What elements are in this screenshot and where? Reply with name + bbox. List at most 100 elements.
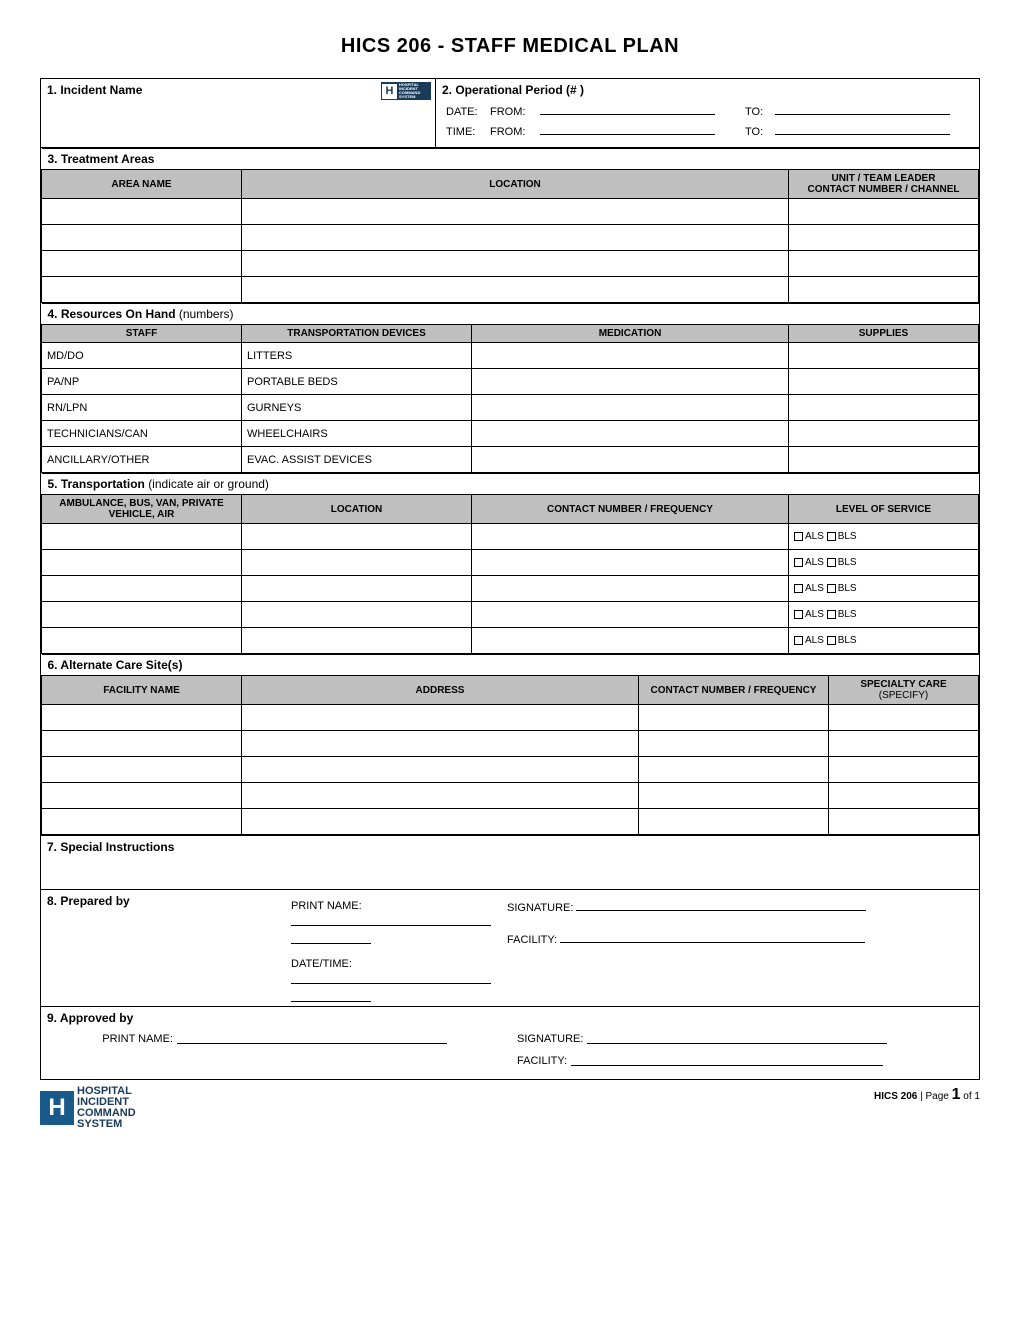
print-name-input[interactable] <box>291 914 491 926</box>
page-footer: H HOSPITAL INCIDENT COMMAND SYSTEM HICS … <box>40 1086 980 1130</box>
table-cell[interactable] <box>639 757 829 783</box>
table-cell[interactable] <box>242 628 472 654</box>
table-cell[interactable] <box>472 343 789 369</box>
als-checkbox[interactable] <box>794 532 803 541</box>
s3-h3: UNIT / TEAM LEADERCONTACT NUMBER / CHANN… <box>789 170 979 199</box>
table-cell[interactable] <box>789 447 979 473</box>
table-cell[interactable] <box>42 809 242 835</box>
table-cell[interactable] <box>639 809 829 835</box>
table-cell[interactable] <box>789 343 979 369</box>
trans-cell: GURNEYS <box>242 395 472 421</box>
table-cell[interactable] <box>242 757 639 783</box>
time-to-input[interactable] <box>775 123 950 135</box>
table-cell[interactable] <box>242 550 472 576</box>
table-cell[interactable] <box>42 550 242 576</box>
bls-checkbox[interactable] <box>827 610 836 619</box>
table-cell[interactable] <box>42 576 242 602</box>
date-from-input[interactable] <box>540 103 715 115</box>
table-cell[interactable] <box>829 809 979 835</box>
print-name-input-2[interactable] <box>291 932 371 944</box>
s2-label: 2. Operational Period (# ) <box>436 79 979 101</box>
table-cell[interactable] <box>789 369 979 395</box>
incident-name-cell[interactable]: 1. Incident Name H HOSPITALINCIDENTCOMMA… <box>41 79 436 147</box>
table-cell[interactable] <box>472 421 789 447</box>
approved-facility-input[interactable] <box>571 1055 883 1066</box>
als-checkbox[interactable] <box>794 636 803 645</box>
table-cell[interactable] <box>639 705 829 731</box>
section-3-table: 3. Treatment Areas AREA NAME LOCATION UN… <box>41 148 979 303</box>
table-cell[interactable] <box>472 447 789 473</box>
table-cell[interactable] <box>789 251 979 277</box>
table-cell[interactable] <box>829 783 979 809</box>
als-checkbox[interactable] <box>794 558 803 567</box>
table-cell[interactable] <box>242 602 472 628</box>
facility-input[interactable] <box>560 932 865 943</box>
form-container: 1. Incident Name H HOSPITALINCIDENTCOMMA… <box>40 78 980 1080</box>
table-cell[interactable] <box>42 705 242 731</box>
table-cell[interactable] <box>829 705 979 731</box>
table-cell[interactable] <box>242 731 639 757</box>
s4-h4: SUPPLIES <box>789 325 979 343</box>
table-cell[interactable] <box>789 395 979 421</box>
table-cell[interactable] <box>472 369 789 395</box>
table-cell[interactable] <box>42 757 242 783</box>
bls-checkbox[interactable] <box>827 558 836 567</box>
page-title: HICS 206 - STAFF MEDICAL PLAN <box>40 35 980 58</box>
datetime-input[interactable] <box>291 972 491 984</box>
table-cell[interactable] <box>42 277 242 303</box>
table-cell[interactable] <box>242 783 639 809</box>
table-cell[interactable] <box>42 602 242 628</box>
table-cell[interactable] <box>789 421 979 447</box>
table-cell[interactable] <box>829 731 979 757</box>
table-cell[interactable] <box>242 809 639 835</box>
facility-label: FACILITY: <box>507 934 557 946</box>
table-cell[interactable] <box>472 602 789 628</box>
approved-signature-input[interactable] <box>587 1033 887 1044</box>
table-cell[interactable] <box>639 731 829 757</box>
special-instructions[interactable]: 7. Special Instructions <box>41 835 979 890</box>
table-cell[interactable] <box>42 524 242 550</box>
prepared-by-right: SIGNATURE: FACILITY: <box>497 890 979 1006</box>
signature-input[interactable] <box>576 900 866 911</box>
table-cell[interactable] <box>639 783 829 809</box>
table-cell[interactable] <box>42 199 242 225</box>
date-to-input[interactable] <box>775 103 950 115</box>
table-cell[interactable] <box>242 705 639 731</box>
table-cell[interactable] <box>472 524 789 550</box>
bls-checkbox[interactable] <box>827 584 836 593</box>
bls-checkbox[interactable] <box>827 636 836 645</box>
table-cell[interactable] <box>789 199 979 225</box>
table-cell[interactable] <box>42 251 242 277</box>
s8-label: 8. Prepared by <box>41 890 261 1006</box>
staff-cell: MD/DO <box>42 343 242 369</box>
table-cell[interactable] <box>472 550 789 576</box>
table-cell[interactable] <box>242 277 789 303</box>
table-cell[interactable] <box>242 225 789 251</box>
table-cell[interactable] <box>242 199 789 225</box>
bls-checkbox[interactable] <box>827 532 836 541</box>
table-cell[interactable] <box>829 757 979 783</box>
page-indicator: HICS 206 | Page 1 of 1 <box>874 1086 980 1104</box>
datetime-input-2[interactable] <box>291 990 371 1002</box>
s6-h3: CONTACT NUMBER / FREQUENCY <box>639 676 829 705</box>
table-cell[interactable] <box>789 225 979 251</box>
approved-print-input[interactable] <box>177 1033 447 1044</box>
table-cell[interactable] <box>42 731 242 757</box>
als-checkbox[interactable] <box>794 584 803 593</box>
table-cell[interactable] <box>42 628 242 654</box>
table-cell[interactable] <box>472 628 789 654</box>
table-cell[interactable] <box>42 783 242 809</box>
table-cell[interactable] <box>242 524 472 550</box>
datetime-label: DATE/TIME: <box>291 958 491 970</box>
header-row: 1. Incident Name H HOSPITALINCIDENTCOMMA… <box>41 79 979 148</box>
table-cell[interactable] <box>242 251 789 277</box>
table-cell[interactable] <box>789 277 979 303</box>
table-cell[interactable] <box>42 225 242 251</box>
s4-label: 4. Resources On Hand (numbers) <box>42 304 979 325</box>
table-cell[interactable] <box>472 576 789 602</box>
table-cell[interactable] <box>472 395 789 421</box>
hics-logo-small: H HOSPITALINCIDENTCOMMANDSYSTEM <box>381 82 431 100</box>
time-from-input[interactable] <box>540 123 715 135</box>
als-checkbox[interactable] <box>794 610 803 619</box>
table-cell[interactable] <box>242 576 472 602</box>
